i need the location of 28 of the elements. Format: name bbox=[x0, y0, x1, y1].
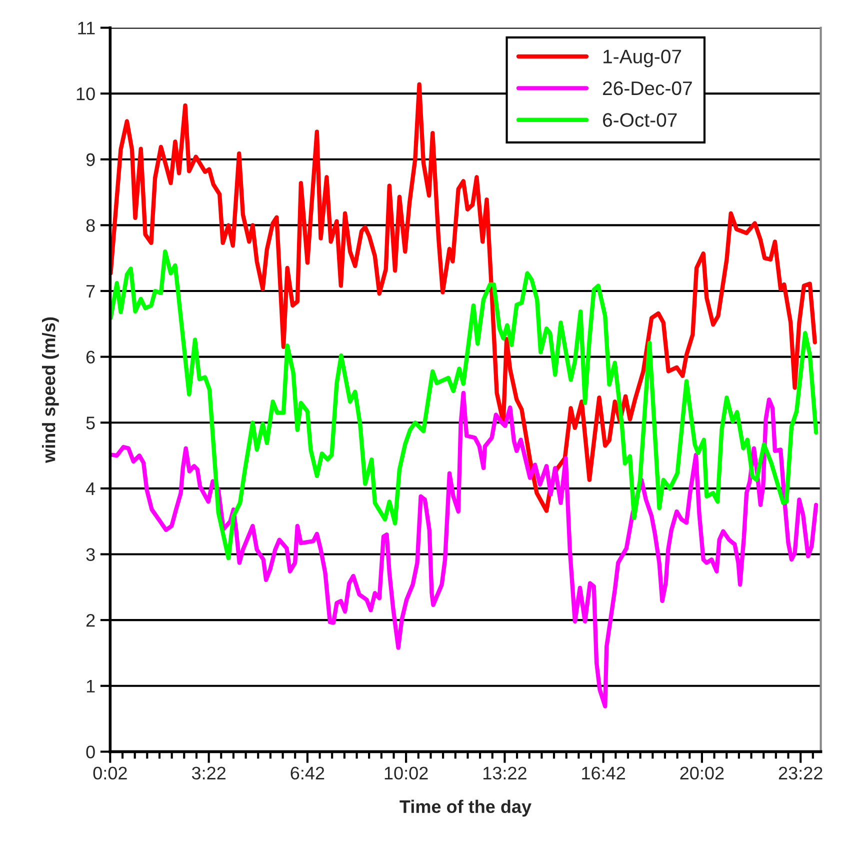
x-tick-label: 0:02 bbox=[93, 766, 127, 780]
y-tick-label: 0 bbox=[86, 746, 95, 758]
y-tick-label: 4 bbox=[86, 482, 96, 495]
y-tick-label: 11 bbox=[78, 22, 95, 34]
x-tick-label: 23:22 bbox=[778, 766, 822, 780]
x-tick-label: 20:02 bbox=[680, 766, 724, 780]
line-series bbox=[110, 390, 818, 708]
y-tick-label: 7 bbox=[86, 285, 95, 298]
y-tick-label: 2 bbox=[86, 614, 95, 627]
y-tick-label: 9 bbox=[86, 153, 95, 166]
x-tick-label: 13:22 bbox=[484, 766, 526, 780]
y-tick-label: 3 bbox=[86, 548, 95, 561]
line-series bbox=[110, 249, 818, 560]
line-series bbox=[110, 82, 817, 513]
y-tick-label: 5 bbox=[86, 416, 95, 430]
y-tick-label: 6 bbox=[86, 350, 95, 364]
legend-label: 6-Oct-07 bbox=[603, 113, 677, 127]
legend-label: 26-Dec-07 bbox=[603, 81, 692, 96]
y-axis-title: wind speed (m/s) bbox=[42, 317, 59, 463]
y-tick-label: 10 bbox=[76, 87, 95, 100]
x-axis-title: Time of the day bbox=[400, 800, 532, 817]
y-tick-label: 1 bbox=[86, 680, 95, 692]
x-tick-label: 16:42 bbox=[582, 766, 626, 780]
legend-label: 1-Aug-07 bbox=[604, 50, 682, 68]
x-tick-label: 10:02 bbox=[384, 766, 428, 780]
y-tick-label: 8 bbox=[86, 219, 95, 232]
x-tick-label: 6:42 bbox=[290, 766, 324, 780]
x-tick-label: 3:22 bbox=[192, 766, 226, 780]
